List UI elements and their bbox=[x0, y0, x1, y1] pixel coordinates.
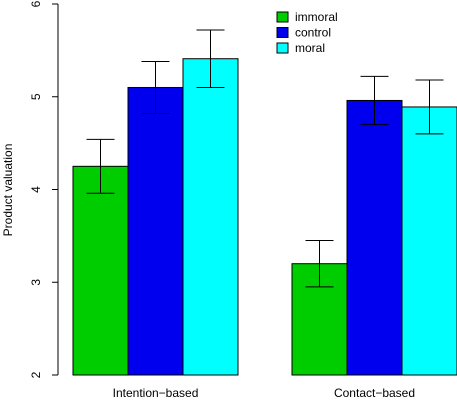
bar bbox=[346, 99, 403, 376]
y-tick-label: 6 bbox=[29, 0, 43, 7]
x-tick-label: Contact−based bbox=[334, 386, 415, 400]
y-tick-label: 3 bbox=[29, 279, 43, 286]
error-bar bbox=[305, 240, 334, 288]
legend-label: moral bbox=[295, 41, 325, 55]
bar bbox=[72, 165, 129, 376]
error-bar bbox=[141, 61, 170, 114]
error-bar bbox=[196, 29, 225, 88]
bar bbox=[401, 106, 457, 376]
legend-label: control bbox=[295, 26, 331, 40]
error-bar bbox=[360, 75, 389, 126]
x-tick-label: Intention−based bbox=[113, 386, 199, 400]
legend-swatch bbox=[276, 11, 289, 23]
error-bar bbox=[415, 79, 444, 135]
y-tick-label: 4 bbox=[29, 186, 43, 193]
y-tick-label: 2 bbox=[29, 371, 43, 378]
legend-label: immoral bbox=[295, 10, 338, 24]
bar bbox=[127, 86, 184, 376]
error-bar bbox=[86, 138, 115, 194]
legend-swatch bbox=[276, 42, 289, 54]
legend-swatch bbox=[276, 27, 289, 38]
y-axis-label: Product valuation bbox=[1, 144, 15, 237]
y-tick-label: 5 bbox=[29, 93, 43, 100]
bar bbox=[182, 58, 239, 376]
